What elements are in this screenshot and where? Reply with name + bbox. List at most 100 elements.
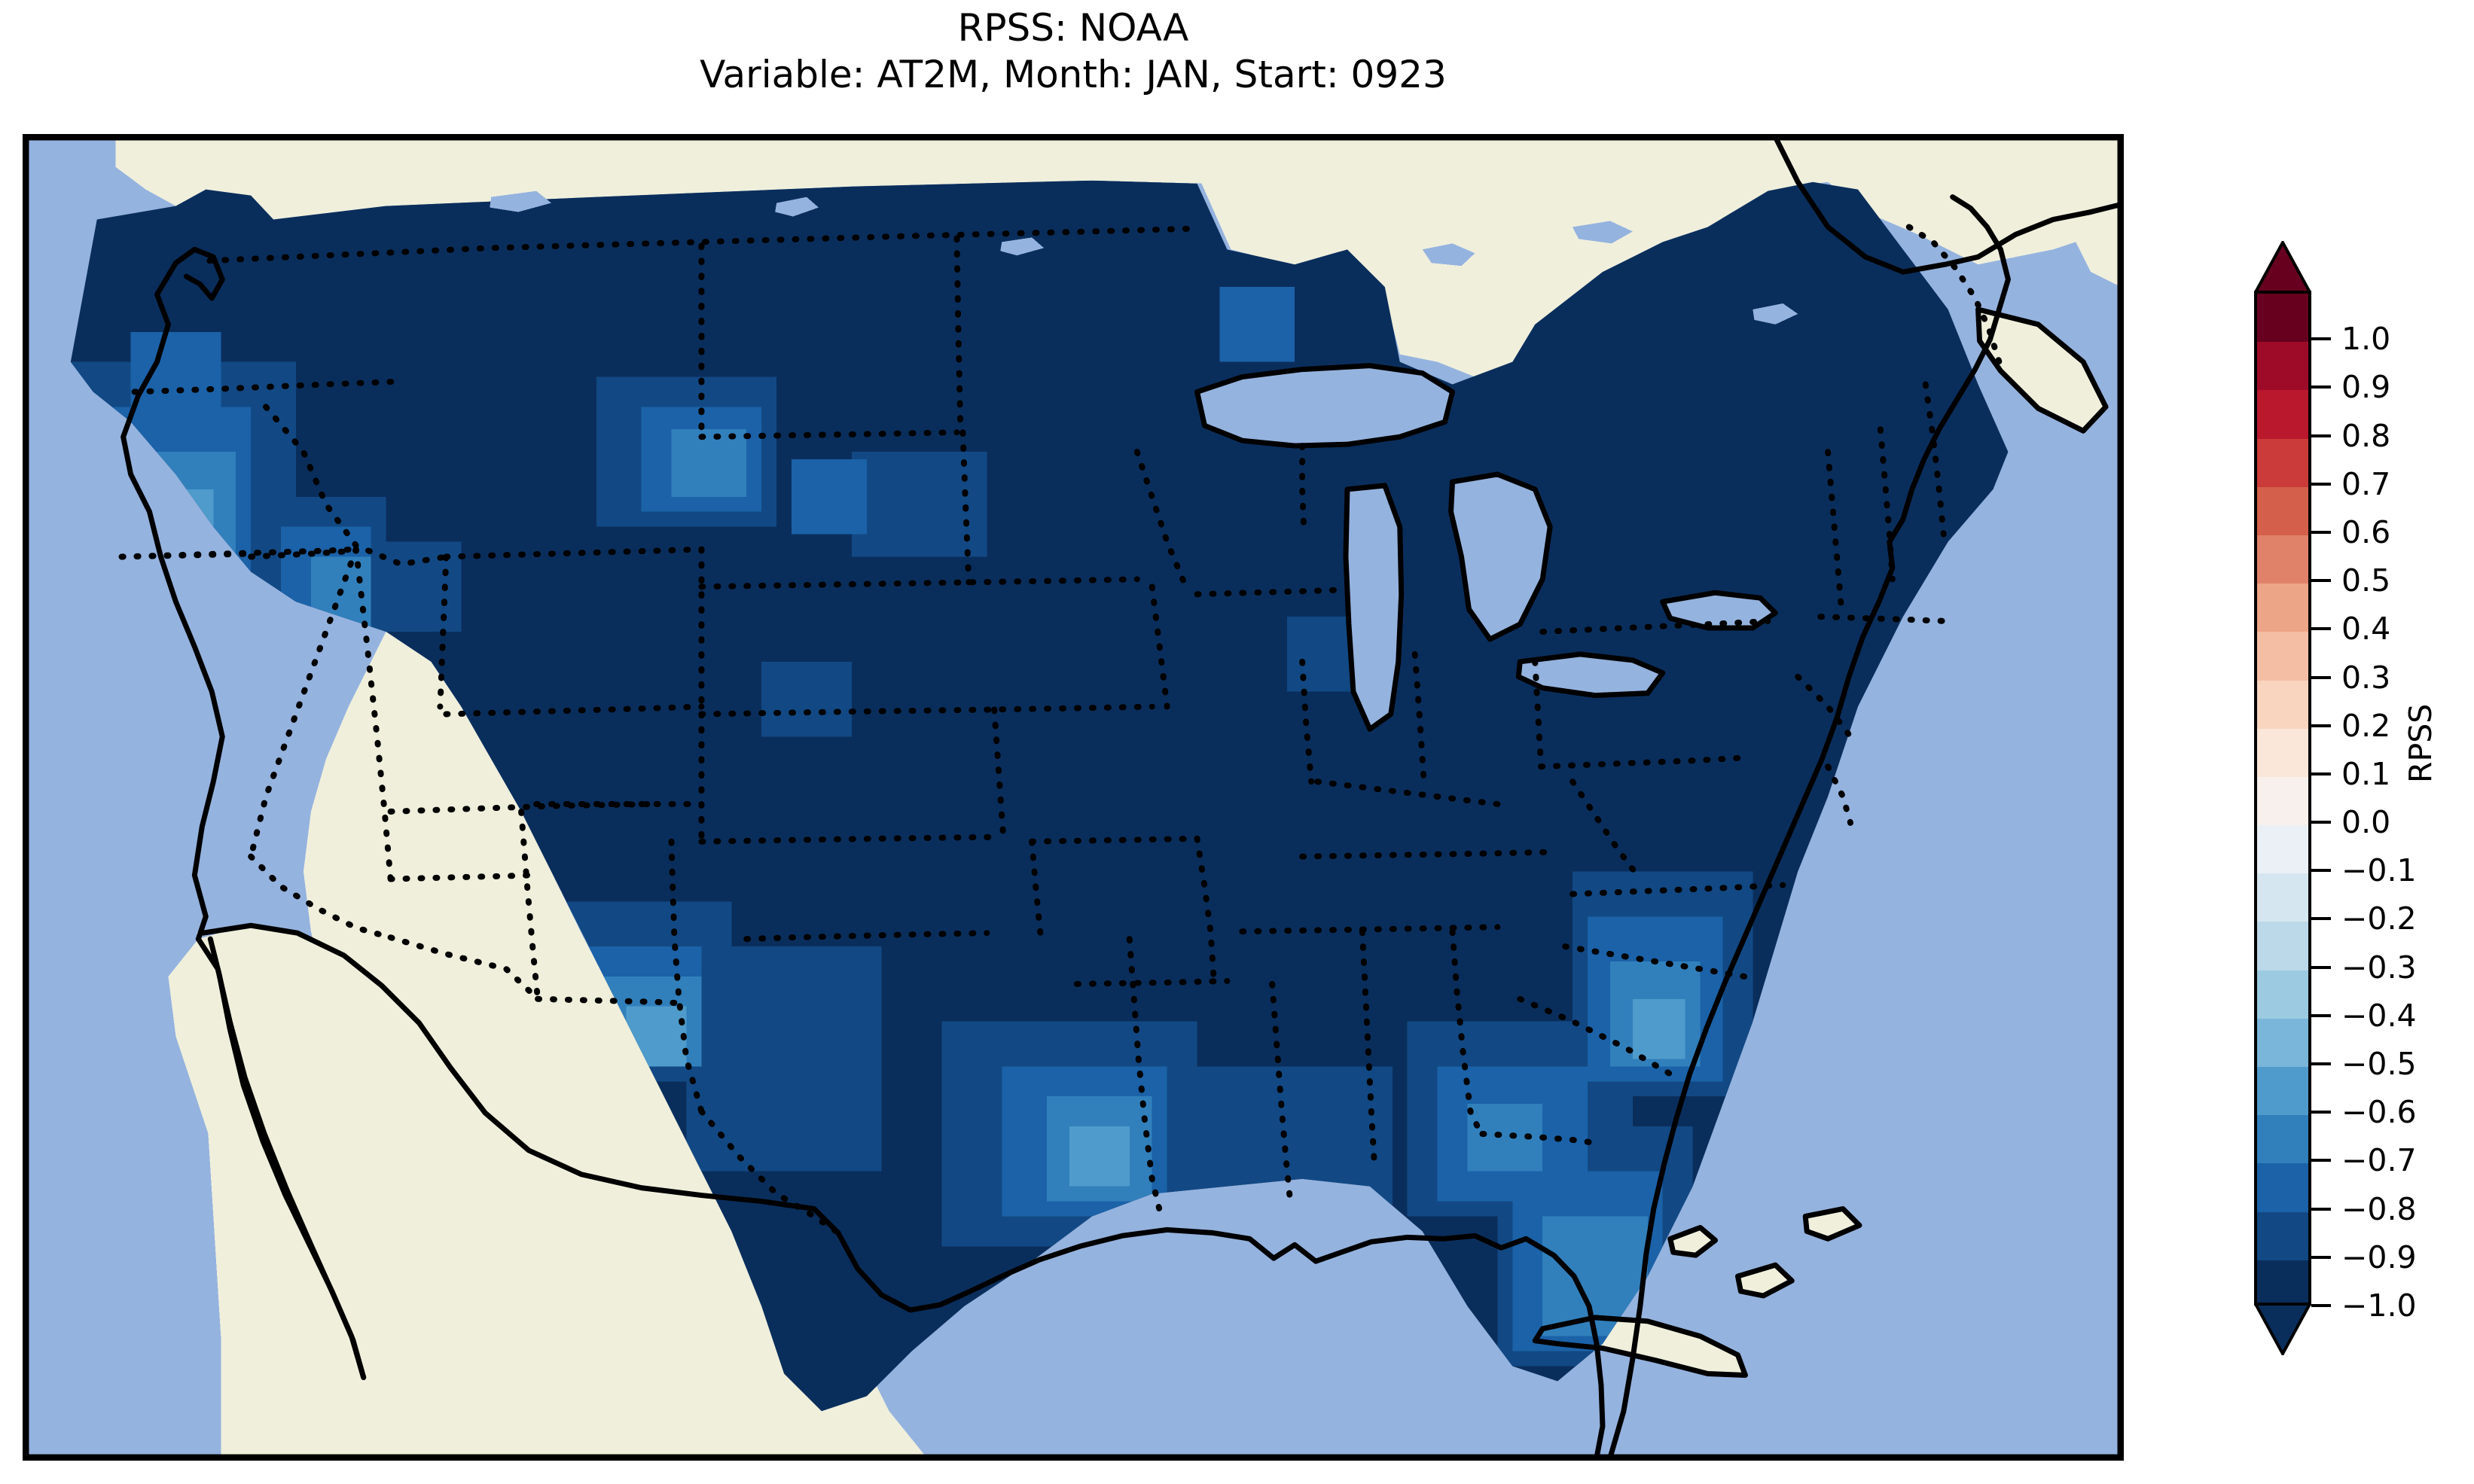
- border-vt-nh: [1877, 426, 1896, 583]
- coastline-lake-superior: [1194, 363, 1456, 449]
- colorbar-band: [2257, 486, 2308, 536]
- colorbar-tick-mark: [2311, 772, 2331, 776]
- border-nm-tx-s: [535, 995, 690, 1007]
- colorbar-band: [2257, 1067, 2308, 1116]
- land-canada: [115, 137, 2121, 377]
- border-nv-or: [118, 550, 255, 560]
- coastline-gulf: [1209, 1230, 1529, 1264]
- colorbar-tick-label: −0.7: [2341, 1142, 2417, 1179]
- colorbar-tick-mark: [2311, 482, 2331, 486]
- colorbar-tick-label: 1.0: [2341, 321, 2391, 358]
- colorbar-band: [2257, 728, 2308, 778]
- border-mn-ia: [969, 576, 1140, 586]
- border-ut-az: [387, 872, 531, 882]
- coastline-st-lawrence: [1772, 137, 2094, 275]
- colorbar-band: [2257, 438, 2308, 488]
- colorbar-tick-mark: [2311, 869, 2331, 873]
- border-nc-sc: [1562, 943, 1756, 981]
- border-ok-ar: [1029, 838, 1045, 943]
- border-nd-mn: [953, 235, 964, 436]
- colorbar-band: [2257, 825, 2308, 874]
- coastline-florida-east: [1607, 846, 1786, 1458]
- colorbar-ticks: 1.0 0.9 0.8 0.7 0.6 0.5 0.4 0.3 0.2 0.1 0.0 −0.1 −0.…: [2311, 291, 2474, 1324]
- land-masses: [115, 137, 2121, 1458]
- border-id-nv: [248, 547, 359, 560]
- colorbar-tick-label: −0.9: [2341, 1239, 2417, 1275]
- border-mo-ks: [991, 706, 1007, 840]
- title-line-1: RPSS: NOAA: [957, 6, 1189, 50]
- border-oh-ky: [1314, 779, 1501, 807]
- colorbar-tick-mark: [2311, 1062, 2331, 1066]
- border-id-mt: [263, 404, 450, 568]
- land-mexico-body: [168, 925, 927, 1458]
- colorbar-tick-label: 0.1: [2341, 755, 2391, 792]
- coastline-new-england: [1950, 194, 2011, 312]
- border-nd-sd: [698, 429, 960, 440]
- colorbar-tick-label: 0.3: [2341, 659, 2391, 696]
- colorbar-band: [2257, 873, 2308, 923]
- border-pa-md: [1538, 754, 1749, 770]
- border-tx-la: [1126, 936, 1164, 1220]
- border-ms-al: [1359, 928, 1377, 1167]
- map-axes[interactable]: [23, 134, 2124, 1461]
- colorbar-band: [2257, 922, 2308, 971]
- colorbar-tick-mark: [2311, 1013, 2331, 1017]
- colorbar-tick-mark: [2311, 337, 2331, 341]
- coastline-baja-east: [207, 936, 367, 1380]
- colorbar-tick-label: −1.0: [2341, 1287, 2417, 1324]
- border-pa-ny: [1539, 618, 1771, 635]
- great-lakes: [490, 190, 1798, 730]
- border-va-wv: [1570, 779, 1643, 882]
- map-frame: [26, 137, 2121, 1458]
- border-me-canada: [1905, 224, 2003, 365]
- colorbar-tick-label: 0.0: [2341, 804, 2391, 841]
- colorbar-band: [2257, 342, 2308, 391]
- border-de-md: [1825, 763, 1854, 826]
- border-four-corners-h: [387, 800, 660, 815]
- colorbar-tick-label: −0.2: [2341, 900, 2417, 937]
- border-il-in: [1299, 658, 1315, 785]
- colorbar-tick-label: 0.4: [2341, 611, 2391, 648]
- colorbar-tick-mark: [2311, 917, 2331, 921]
- border-us-mexico-tx: [698, 1108, 841, 1236]
- coastline-puget-sound: [172, 246, 225, 301]
- coastline-atlantic: [1780, 306, 2002, 852]
- colorbar-extend-top: [2254, 241, 2311, 294]
- coastline-cuba: [1532, 1315, 1748, 1378]
- colorbar-band: [2257, 1211, 2308, 1261]
- title-line-2: Variable: AT2M, Month: JAN, Start: 0923: [700, 53, 1447, 96]
- colorbar-tick-label: −0.8: [2341, 1190, 2417, 1227]
- colorbar-band: [2257, 680, 2308, 730]
- border-ma-ct: [1817, 614, 1951, 625]
- colorbar-tick-label: −0.5: [2341, 1046, 2417, 1083]
- colorbar-tick-label: −0.1: [2341, 852, 2417, 889]
- coastline-bahamas-3: [1802, 1206, 1862, 1242]
- land-nova-scotia: [1978, 309, 2106, 430]
- colorbar-band: [2257, 390, 2308, 440]
- coastline-pacific: [120, 260, 225, 942]
- border-me-nh: [1922, 381, 1947, 538]
- border-us-mexico: [387, 934, 541, 1002]
- border-sc-ga: [1517, 995, 1673, 1077]
- border-tx-nm: [668, 838, 705, 1115]
- border-ca-nv: [248, 546, 359, 860]
- coastline-bahamas-2: [1734, 1262, 1795, 1299]
- coastline-nova-scotia: [1975, 306, 2109, 434]
- colorbar-bands[interactable]: [2254, 291, 2311, 1309]
- colorbar-tick-label: 0.9: [2341, 369, 2391, 406]
- border-tn-south: [1239, 924, 1501, 935]
- colorbar-band: [2257, 632, 2308, 681]
- border-ne-ks: [698, 706, 990, 718]
- border-va-nc: [1570, 882, 1786, 897]
- border-sd-ne: [698, 579, 975, 590]
- land-newfoundland: [2076, 204, 2121, 288]
- border-mo-ar: [1029, 835, 1200, 845]
- colorbar-band: [2257, 535, 2308, 584]
- colorbar-tick-label: −0.3: [2341, 949, 2417, 986]
- land-baja: [197, 931, 362, 1383]
- border-ks-ok: [698, 833, 998, 845]
- colorbar[interactable]: 1.0 0.9 0.8 0.7 0.6 0.5 0.4 0.3 0.2 0.1 0.0 −0.1 −0.…: [2254, 241, 2417, 1355]
- colorbar-tick-label: 0.7: [2341, 465, 2391, 502]
- coastline-mexico-west: [200, 922, 841, 1236]
- colorbar-band: [2257, 970, 2308, 1019]
